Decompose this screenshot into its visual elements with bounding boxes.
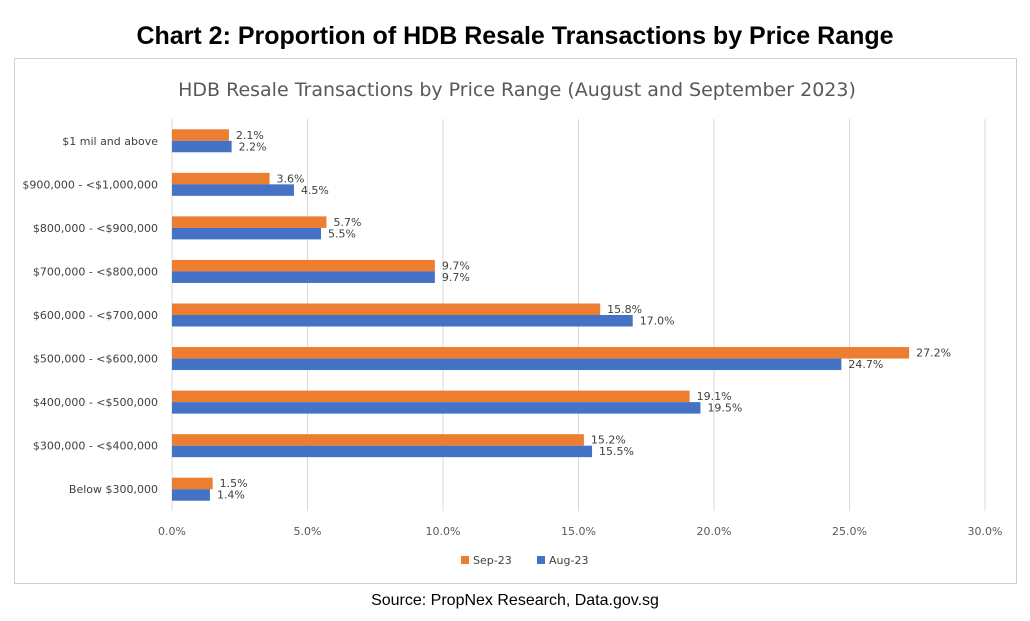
bar-sep-23 — [172, 303, 601, 315]
category-label: $400,000 - <$500,000 — [33, 396, 158, 409]
x-tick-label: 5.0% — [294, 525, 322, 538]
bar-chart: HDB Resale Transactions by Price Range (… — [22, 79, 1002, 567]
bar-sep-23 — [172, 259, 435, 272]
data-label: 4.5% — [301, 184, 329, 197]
x-axis-ticks: 0.0% 5.0% 10.0% 15.0% 20.0% 25.0% 30.0% — [158, 525, 1002, 538]
legend-swatch — [537, 556, 545, 564]
bar-aug-23 — [172, 140, 232, 153]
page-heading: Chart 2: Proportion of HDB Resale Transa… — [136, 22, 894, 50]
bar-sep-23 — [172, 347, 910, 359]
category-label: $900,000 - <$1,000,000 — [22, 178, 158, 191]
x-tick-label: 20.0% — [697, 525, 732, 538]
data-label: 2.2% — [239, 140, 267, 153]
bar-sep-23 — [172, 129, 229, 141]
bar-aug-23 — [172, 315, 633, 327]
bar-aug-23 — [172, 358, 842, 371]
data-label: 19.1% — [697, 390, 732, 403]
data-label: 5.5% — [328, 227, 356, 240]
category-labels: $1 mil and above $900,000 - <$1,000,000 $8… — [22, 135, 158, 496]
bar-aug-23 — [172, 445, 593, 458]
bar-sep-23 — [172, 434, 584, 446]
x-tick-label: 0.0% — [158, 525, 186, 538]
bars: 2.1%2.2% 3.6%4.5% 5.7%5.5% 9.7%9.7% 15.8%17.… — [172, 129, 951, 502]
bar-aug-23 — [172, 227, 322, 240]
x-tick-label: 25.0% — [832, 525, 867, 538]
x-tick-label: 10.0% — [426, 525, 461, 538]
data-label: 9.7% — [442, 271, 470, 284]
source-note: Source: PropNex Research, Data.gov.sg — [371, 592, 659, 609]
chart-title: HDB Resale Transactions by Price Range (… — [178, 79, 856, 101]
category-label: $700,000 - <$800,000 — [33, 265, 158, 278]
bar-aug-23 — [172, 271, 435, 283]
legend: Sep-23 Aug-23 — [461, 554, 588, 567]
category-label: $1 mil and above — [62, 135, 158, 148]
data-label: 27.2% — [916, 347, 951, 360]
data-label: 17.0% — [640, 315, 675, 328]
data-label: 15.5% — [599, 445, 634, 458]
legend-swatch — [461, 556, 469, 564]
category-label: $300,000 - <$400,000 — [33, 440, 158, 453]
category-label: $500,000 - <$600,000 — [33, 353, 158, 366]
data-label: 9.7% — [442, 259, 470, 272]
category-label: $600,000 - <$700,000 — [33, 309, 158, 322]
data-label: 2.1% — [236, 129, 264, 142]
bar-aug-23 — [172, 489, 210, 501]
data-label: 19.5% — [707, 402, 742, 415]
bar-sep-23 — [172, 477, 213, 490]
data-label: 15.2% — [591, 434, 626, 447]
category-label: Below $300,000 — [69, 483, 158, 496]
data-label: 1.5% — [220, 477, 248, 490]
bar-sep-23 — [172, 390, 690, 403]
legend-label: Aug-23 — [549, 554, 588, 567]
data-label: 1.4% — [217, 489, 245, 502]
data-label: 24.7% — [848, 358, 883, 371]
category-label: $800,000 - <$900,000 — [33, 222, 158, 235]
data-label: 5.7% — [333, 216, 361, 229]
legend-label: Sep-23 — [473, 554, 512, 567]
x-tick-label: 15.0% — [561, 525, 596, 538]
bar-aug-23 — [172, 402, 701, 414]
bar-sep-23 — [172, 216, 327, 228]
data-label: 3.6% — [277, 172, 305, 185]
bar-aug-23 — [172, 184, 294, 196]
x-tick-label: 30.0% — [968, 525, 1003, 538]
bar-sep-23 — [172, 172, 270, 185]
data-label: 15.8% — [607, 303, 642, 316]
chart-frame: HDB Resale Transactions by Price Range (… — [14, 58, 1017, 584]
